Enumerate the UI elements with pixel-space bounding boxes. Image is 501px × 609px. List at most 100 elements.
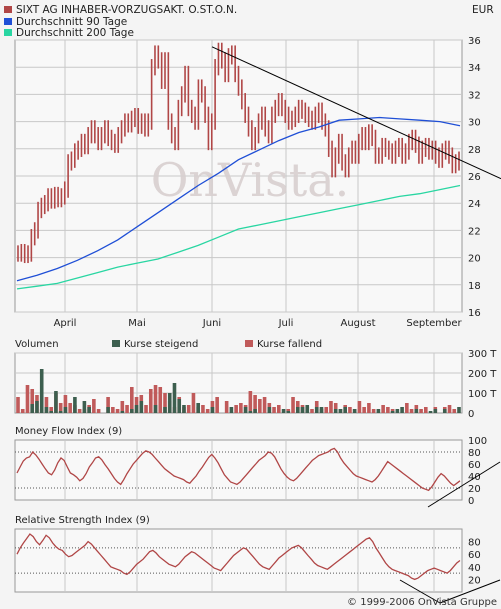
rsi-ytick-label: 60 (468, 550, 481, 561)
ma200-swatch (4, 29, 12, 36)
rsi-line (16, 533, 461, 581)
volume-bar-down (405, 403, 409, 413)
volume-bar-up (30, 404, 35, 413)
price-xtick-label: Juli (278, 318, 294, 329)
volume-bar-up (196, 403, 200, 413)
volume-bar-down (291, 397, 295, 413)
volume-bar-down (163, 393, 167, 413)
volume-bar-up (400, 407, 404, 413)
volume-ytick-label: 0 (468, 409, 474, 420)
volume-bar-down (253, 395, 257, 413)
volume-bar-down (262, 397, 267, 413)
price-ytick-label: 28 (468, 145, 481, 156)
volume-bar-down (16, 397, 20, 413)
volume-bar-down (30, 389, 35, 413)
volume-bar-up (167, 393, 172, 413)
ma200-label: Durchschnitt 200 Tage (16, 27, 134, 39)
ma90-label: Durchschnitt 90 Tage (16, 16, 128, 28)
rsi-ytick-label: 40 (468, 563, 481, 574)
price-ytick-label: 34 (468, 63, 481, 74)
price-xtick-label: September (406, 318, 462, 329)
volume-bar-down (447, 405, 452, 413)
volume-bar-up (73, 397, 77, 413)
price-xtick-label: Juni (202, 318, 221, 329)
volume-bar-up (39, 369, 44, 413)
mfi-ytick-label: 100 (468, 436, 487, 447)
volume-bar-down (77, 409, 82, 413)
rsi-ytick-label: 80 (468, 538, 481, 549)
volume-bar-up (177, 399, 182, 413)
volume-title: Volumen (15, 339, 59, 350)
volume-bar-down (329, 401, 333, 413)
volume-bar-up (54, 391, 58, 413)
ma200-line (16, 184, 461, 290)
volume-bar-down (409, 409, 414, 413)
watermark-logo: OnVista. (151, 153, 350, 207)
instrument-title: SIXT AG INHABER-VORZUGSAKT. O.ST.O.N. (16, 4, 238, 16)
volume-bar-up (333, 409, 338, 413)
volume-bar-down (310, 409, 314, 413)
currency-label: EUR (472, 4, 494, 16)
volume-bar-down (186, 405, 191, 413)
volume-bar-down (367, 403, 371, 413)
volume-bar-down (224, 401, 229, 413)
mfi-trendline (427, 461, 501, 508)
rsi-trendline (439, 579, 501, 604)
legend-ma200: Durchschnitt 200 Tage (4, 27, 134, 39)
price-ytick-label: 22 (468, 226, 481, 237)
volume-bar-up (338, 409, 343, 413)
volume-bar-down (419, 409, 423, 413)
volume-bar-up (253, 409, 257, 413)
price-ytick-label: 20 (468, 254, 481, 265)
price-ytick-label: 16 (468, 308, 481, 319)
volume-legend-down-label: Kurse fallend (257, 339, 323, 350)
volume-bar-up (120, 411, 125, 413)
volume-bar-up (428, 411, 433, 413)
mfi-title: Money Flow Index (9) (15, 426, 123, 437)
volume-bar-down (333, 403, 338, 413)
volume-bar-down (381, 405, 385, 413)
volume-bar-up (281, 409, 286, 413)
volume-bar-down (111, 407, 115, 413)
volume-bar-down (148, 389, 153, 413)
volume-ytick-label: 300 T (468, 349, 497, 360)
volume-plot-area (14, 352, 463, 414)
volume-bar-down (68, 403, 72, 413)
volume-bar-down (191, 393, 196, 413)
volume-bar-down (248, 391, 253, 413)
mfi-line (16, 447, 461, 492)
volume-bar-down (115, 409, 120, 413)
volume-bar-up (243, 407, 248, 413)
volume-bar-down (386, 407, 390, 413)
volume-bar-up (442, 409, 447, 413)
volume-bar-up (248, 411, 253, 413)
volume-bar-up (163, 407, 167, 413)
volume-bar-up (63, 407, 68, 413)
rsi-title: Relative Strength Index (9) (15, 515, 150, 526)
price-ytick-label: 36 (468, 36, 481, 47)
volume-bar-down (49, 407, 53, 413)
volume-bar-up (457, 407, 461, 413)
volume-bar-down (158, 387, 163, 413)
volume-bar-down (125, 405, 129, 413)
volume-bar-up (267, 407, 272, 413)
volume-bar-up (286, 411, 291, 413)
volume-bar-down (258, 399, 262, 413)
volume-bar-up (58, 411, 63, 413)
volume-bar-up (433, 409, 438, 413)
volume-bar-up (305, 405, 310, 413)
volume-bar-down (348, 407, 352, 413)
volume-bar-down (215, 397, 219, 413)
price-xtick-label: Mai (128, 318, 146, 329)
volume-bar-up (390, 411, 395, 413)
volume-bar-down (234, 405, 238, 413)
volume-bar-up (134, 405, 139, 413)
volume-bar-down (120, 401, 125, 413)
volume-bar-down (324, 407, 329, 413)
volume-bar-up (314, 407, 319, 413)
volume-bar-up (319, 407, 324, 413)
volume-ytick-label: 200 T (468, 369, 497, 380)
price-trendline (211, 46, 501, 180)
volume-bar-up (106, 407, 110, 413)
price-ytick-label: 24 (468, 199, 481, 210)
